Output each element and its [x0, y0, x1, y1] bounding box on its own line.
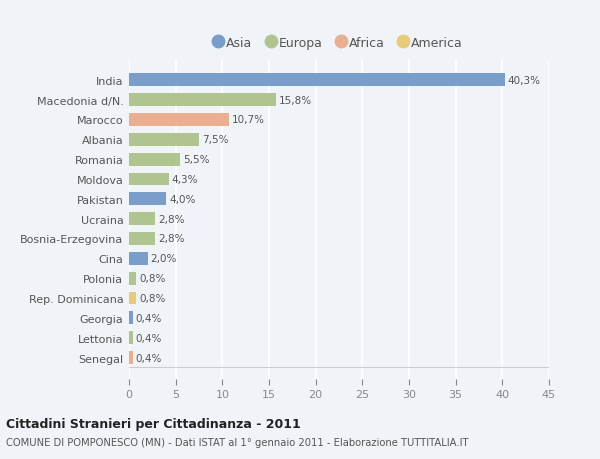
Text: 0,8%: 0,8% [139, 293, 166, 303]
Bar [129, 94, 277, 107]
Bar [129, 233, 155, 246]
Text: Cittadini Stranieri per Cittadinanza - 2011: Cittadini Stranieri per Cittadinanza - 2… [6, 417, 301, 430]
Text: 0,4%: 0,4% [136, 313, 162, 323]
Bar [129, 193, 166, 206]
Text: 0,4%: 0,4% [136, 333, 162, 343]
Text: COMUNE DI POMPONESCO (MN) - Dati ISTAT al 1° gennaio 2011 - Elaborazione TUTTITA: COMUNE DI POMPONESCO (MN) - Dati ISTAT a… [6, 437, 469, 447]
Bar [129, 312, 133, 325]
Text: 0,4%: 0,4% [136, 353, 162, 363]
Bar [129, 153, 181, 166]
Text: 4,0%: 4,0% [169, 195, 196, 204]
Bar [129, 331, 133, 344]
Bar [129, 351, 133, 364]
Text: 0,8%: 0,8% [139, 274, 166, 284]
Bar [129, 173, 169, 186]
Text: 2,8%: 2,8% [158, 234, 184, 244]
Text: 4,3%: 4,3% [172, 174, 199, 185]
Text: 5,5%: 5,5% [183, 155, 209, 165]
Bar [129, 252, 148, 265]
Bar [129, 292, 136, 305]
Bar [129, 272, 136, 285]
Text: 15,8%: 15,8% [279, 95, 313, 106]
Bar [129, 114, 229, 127]
Bar [129, 213, 155, 226]
Bar [129, 134, 199, 146]
Text: 40,3%: 40,3% [508, 76, 541, 85]
Text: 10,7%: 10,7% [232, 115, 265, 125]
Text: 2,0%: 2,0% [151, 254, 177, 264]
Text: 2,8%: 2,8% [158, 214, 184, 224]
Text: 7,5%: 7,5% [202, 135, 229, 145]
Legend: Asia, Europa, Africa, America: Asia, Europa, Africa, America [212, 34, 466, 52]
Bar [129, 74, 505, 87]
